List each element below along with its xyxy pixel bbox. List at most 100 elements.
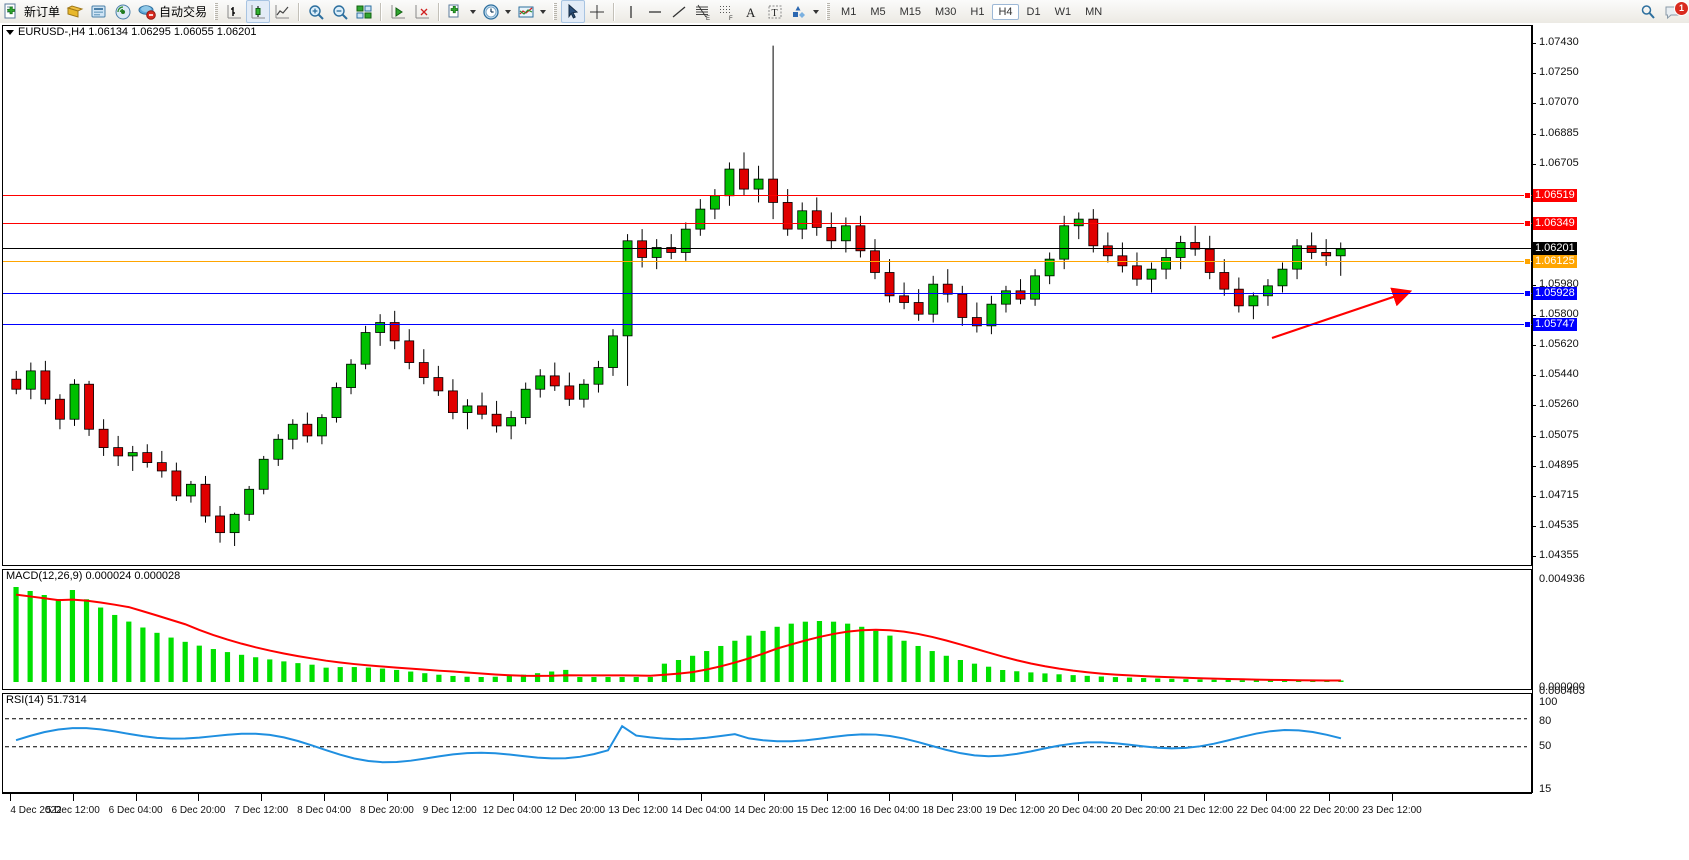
macd-plot-layer bbox=[13, 587, 1344, 682]
signals-button[interactable] bbox=[111, 1, 135, 22]
chevron-down-icon[interactable] bbox=[6, 29, 14, 35]
zoom-in-icon bbox=[307, 3, 325, 21]
toolbar-grip-2[interactable] bbox=[553, 3, 558, 20]
fibo-button[interactable]: E bbox=[691, 1, 715, 22]
timeframe-group[interactable]: M1 M5 M15 M30 H1 H4 D1 W1 MN bbox=[834, 3, 1109, 20]
time-axis-rule bbox=[2, 793, 1532, 794]
time-axis-tick bbox=[826, 793, 828, 801]
time-axis-label: 16 Dec 04:00 bbox=[859, 805, 920, 816]
chevron-down-icon[interactable] bbox=[813, 9, 820, 14]
line-chart-button[interactable] bbox=[270, 1, 294, 22]
price-line-resistance[interactable] bbox=[3, 194, 1532, 196]
zoom-out-button[interactable] bbox=[328, 1, 352, 22]
timeframe-mn[interactable]: MN bbox=[1085, 5, 1103, 18]
axis-tick-mark bbox=[1532, 555, 1536, 557]
label-tool-button[interactable]: T bbox=[763, 1, 787, 22]
price-line-last-price[interactable] bbox=[3, 247, 1532, 249]
svg-text:F: F bbox=[729, 16, 733, 21]
price-tag-support: 1.05747 bbox=[1533, 317, 1577, 331]
timeframe-m15[interactable]: M15 bbox=[899, 5, 921, 18]
price-line-support[interactable] bbox=[3, 323, 1532, 325]
axis-tick-mark bbox=[1532, 404, 1536, 406]
timeframe-m5[interactable]: M5 bbox=[870, 5, 886, 18]
axis-tick-mark bbox=[1532, 163, 1536, 165]
rsi-panel[interactable] bbox=[2, 693, 1532, 793]
svg-text:A: A bbox=[746, 5, 756, 20]
price-line-handle[interactable] bbox=[1524, 257, 1531, 265]
time-axis-label: 7 Dec 12:00 bbox=[234, 805, 289, 816]
timeframe-d1[interactable]: D1 bbox=[1026, 5, 1041, 18]
search-button[interactable] bbox=[1636, 1, 1660, 22]
timeframe-m1[interactable]: M1 bbox=[841, 5, 857, 18]
time-axis-label: 20 Dec 04:00 bbox=[1048, 805, 1108, 816]
vertical-line-button[interactable] bbox=[619, 1, 643, 22]
toolbar-grip-1[interactable] bbox=[214, 3, 219, 20]
chevron-down-icon[interactable] bbox=[470, 9, 477, 14]
time-axis-label: 12 Dec 04:00 bbox=[482, 805, 543, 816]
crosshair-tool-button[interactable] bbox=[585, 1, 609, 22]
crosshair-icon bbox=[588, 3, 606, 21]
price-line-support[interactable] bbox=[3, 293, 1532, 295]
timeframe-h4[interactable]: H4 bbox=[992, 3, 1019, 20]
autotrading-button[interactable]: 自动交易 bbox=[135, 1, 210, 22]
timeframe-h1[interactable]: H1 bbox=[970, 5, 985, 18]
indicators-icon bbox=[413, 3, 431, 21]
text-tool-button[interactable]: A bbox=[739, 1, 763, 22]
fibo-fan-button[interactable]: F bbox=[715, 1, 739, 22]
expert-advisors-button[interactable] bbox=[386, 1, 410, 22]
rsi-label: RSI(14) 51.7314 bbox=[6, 694, 87, 706]
notifications-button[interactable]: 1 bbox=[1660, 1, 1689, 22]
toolbar-separator-4 bbox=[613, 2, 616, 21]
timeframe-m30[interactable]: M30 bbox=[935, 5, 957, 18]
candlestick-chart-button[interactable] bbox=[246, 0, 271, 23]
shapes-button[interactable] bbox=[787, 1, 822, 22]
zoom-in-button[interactable] bbox=[304, 1, 328, 22]
price-axis-label: 1.06885 bbox=[1539, 126, 1579, 139]
template-button[interactable] bbox=[444, 1, 479, 22]
price-line-resistance[interactable] bbox=[3, 223, 1532, 225]
price-line-bid[interactable] bbox=[3, 260, 1532, 262]
chart-workspace[interactable]: EURUSD-,H4 1.06134 1.06295 1.06055 1.062… bbox=[0, 23, 1689, 860]
price-axis-label: 1.06705 bbox=[1539, 156, 1579, 169]
time-axis-tick bbox=[638, 793, 640, 801]
rsi-plot-layer bbox=[5, 718, 1527, 764]
price-panel[interactable] bbox=[2, 25, 1532, 566]
chevron-down-icon[interactable] bbox=[540, 9, 547, 14]
macd-axis-label: 0.004936 bbox=[1539, 573, 1585, 585]
price-axis-label: 1.04355 bbox=[1539, 548, 1579, 561]
time-axis[interactable]: 4 Dec 2022 5 Dec 12:00 6 Dec 04:00 6 Dec 20… bbox=[2, 793, 1532, 853]
objects-button[interactable] bbox=[514, 1, 549, 22]
time-axis-label: 4 Dec 2022 bbox=[10, 805, 62, 816]
price-line-handle[interactable] bbox=[1524, 220, 1531, 228]
trendline-button[interactable] bbox=[667, 1, 691, 22]
price-line-handle[interactable] bbox=[1524, 290, 1531, 298]
terminal-icon bbox=[90, 3, 108, 21]
new-order-button[interactable]: 新订单 bbox=[0, 1, 63, 22]
bar-chart-button[interactable] bbox=[222, 1, 246, 22]
price-tag-support: 1.05928 bbox=[1533, 287, 1577, 301]
price-axis[interactable]: 1.07430 1.07250 1.07070 1.06885 1.06705 1.059… bbox=[1532, 23, 1689, 813]
indicators-button[interactable] bbox=[410, 1, 434, 22]
tile-windows-button[interactable] bbox=[352, 1, 376, 22]
timeframe-w1[interactable]: W1 bbox=[1054, 5, 1072, 18]
time-axis-tick bbox=[701, 793, 702, 801]
folder-button[interactable] bbox=[63, 1, 87, 22]
horizontal-line-button[interactable] bbox=[643, 1, 667, 22]
time-axis-tick bbox=[575, 793, 577, 801]
time-axis-label: 22 Dec 20:00 bbox=[1299, 805, 1359, 816]
objects-icon bbox=[517, 3, 535, 21]
chevron-down-icon[interactable] bbox=[505, 9, 512, 14]
main-toolbar[interactable]: 新订单 bbox=[0, 0, 1689, 24]
price-tag-last-price: 1.06201 bbox=[1533, 241, 1577, 255]
fibo-icon: E bbox=[694, 3, 712, 21]
terminal-button[interactable] bbox=[87, 1, 111, 22]
cursor-tool-button[interactable] bbox=[561, 0, 586, 23]
toolbar-grip-3[interactable] bbox=[826, 3, 831, 20]
price-line-handle[interactable] bbox=[1524, 191, 1531, 199]
shapes-icon bbox=[790, 3, 808, 21]
hline-icon bbox=[646, 3, 664, 21]
period-button[interactable] bbox=[479, 1, 514, 22]
price-line-handle[interactable] bbox=[1524, 320, 1531, 328]
axis-tick-mark bbox=[1532, 525, 1536, 527]
price-axis-label: 1.05260 bbox=[1539, 397, 1579, 410]
